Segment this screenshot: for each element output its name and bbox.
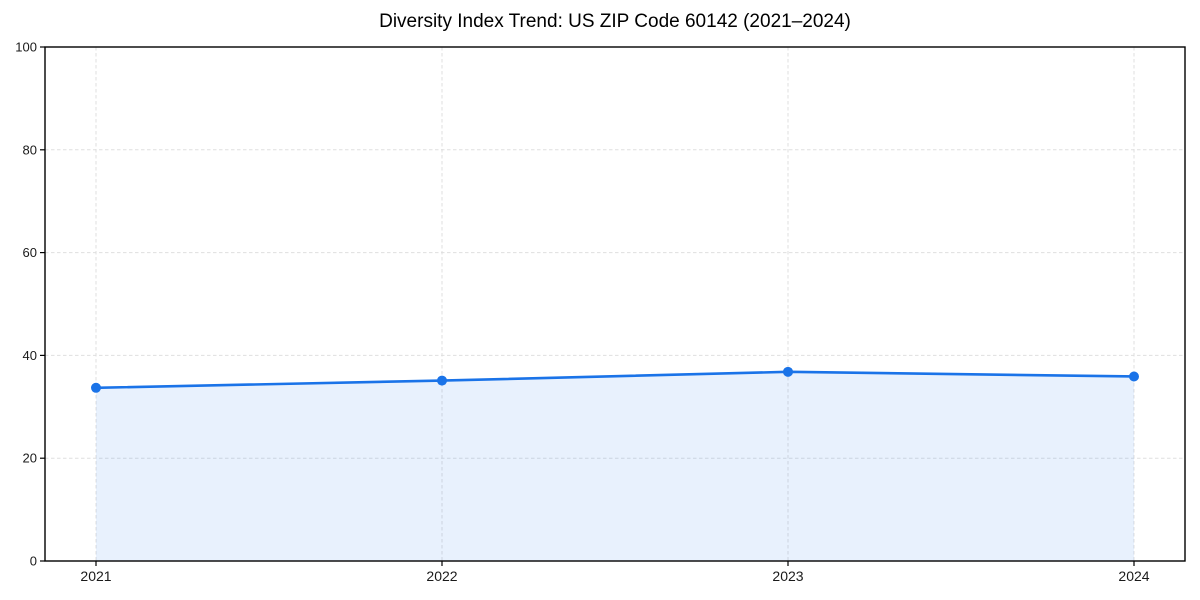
y-tick-label: 60 <box>23 245 37 260</box>
data-point-2021 <box>91 382 101 393</box>
x-tick-label: 2024 <box>1118 568 1149 584</box>
y-tick-label: 40 <box>23 348 37 363</box>
y-tick-label: 20 <box>23 451 37 466</box>
plot-border <box>44 46 1186 562</box>
trend-line <box>94 370 1136 390</box>
x-tick-label: 2022 <box>426 568 457 584</box>
y-tick-label: 100 <box>15 40 37 55</box>
x-tick-label: 2023 <box>772 568 803 584</box>
data-point-2024 <box>1129 371 1139 382</box>
x-tick-label: 2021 <box>80 568 111 584</box>
area-fill <box>96 371 1134 561</box>
y-tick-label: 80 <box>23 142 37 157</box>
y-tick-label: 0 <box>30 554 37 569</box>
chart-title: Diversity Index Trend: US ZIP Code 60142… <box>379 11 851 32</box>
data-point-2022 <box>437 375 447 386</box>
data-point-2023 <box>783 366 793 377</box>
